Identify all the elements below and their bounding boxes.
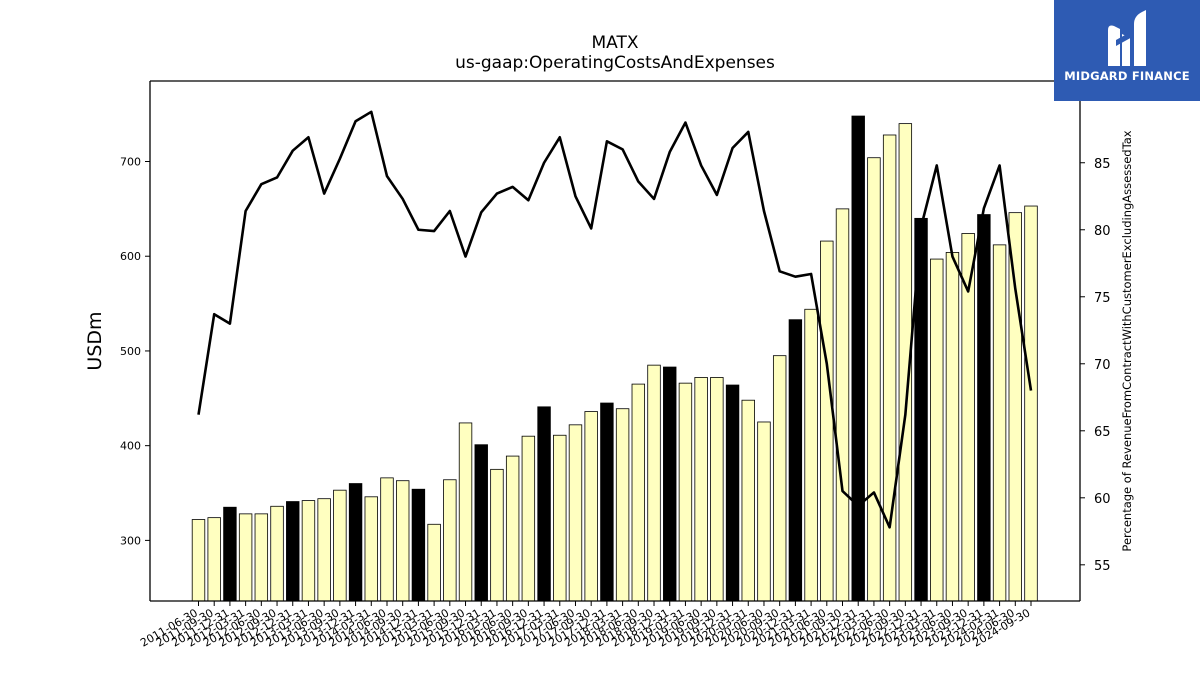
bar — [191, 519, 206, 602]
brand-logo: MIDGARD FINANCE — [1054, 0, 1200, 101]
bar — [223, 506, 237, 602]
bar — [364, 496, 378, 602]
bar — [930, 258, 944, 602]
bar — [835, 208, 850, 602]
bar — [301, 500, 316, 602]
bar — [804, 308, 818, 602]
y2-axis-label: Percentage of RevenueFromContractWithCus… — [1120, 130, 1134, 551]
bar — [757, 421, 771, 602]
bar — [647, 364, 661, 602]
bar — [537, 406, 551, 602]
bar — [820, 240, 834, 602]
bar — [631, 383, 646, 602]
bar — [490, 468, 504, 602]
bar — [521, 435, 536, 602]
bar — [725, 384, 740, 602]
bar — [568, 424, 583, 602]
bar — [553, 434, 567, 602]
bar — [395, 480, 410, 602]
bar — [710, 377, 724, 602]
bar — [458, 422, 473, 602]
bar — [238, 513, 253, 602]
y2-tick-label: 65 — [1094, 425, 1111, 440]
bar — [678, 382, 693, 602]
chart-subtitle: us-gaap:OperatingCostsAndExpenses — [455, 53, 775, 73]
y-tick-label: 500 — [120, 345, 141, 358]
bar — [882, 134, 897, 602]
y2-tick-label: 75 — [1094, 291, 1111, 306]
bar — [317, 498, 331, 602]
bar — [977, 214, 991, 602]
bar — [851, 115, 865, 602]
y2-tick-label: 60 — [1094, 492, 1111, 507]
logo-mark-icon — [1108, 10, 1146, 66]
bar — [663, 366, 677, 602]
bar — [992, 244, 1007, 602]
bar — [945, 252, 960, 602]
bar — [348, 483, 363, 602]
logo-text: MIDGARD FINANCE — [1064, 69, 1190, 83]
y-axis-label: USDm — [84, 311, 106, 370]
y2-tick-label: 55 — [1094, 559, 1111, 574]
bar — [443, 479, 457, 602]
bar — [788, 319, 803, 602]
bar — [505, 455, 520, 602]
bar — [207, 517, 221, 602]
bar — [741, 399, 755, 602]
chart-title: MATX — [591, 33, 639, 53]
y2-tick-label: 70 — [1094, 358, 1111, 373]
bar — [694, 377, 708, 602]
bar — [867, 157, 881, 602]
bar — [1008, 212, 1022, 602]
bar — [615, 408, 630, 602]
bar — [286, 501, 300, 602]
y-tick-label: 600 — [120, 250, 141, 263]
bar — [1024, 205, 1038, 602]
y-tick-label: 300 — [120, 534, 141, 547]
y-tick-label: 700 — [120, 156, 141, 169]
y2-tick-label: 85 — [1094, 157, 1111, 172]
bar — [380, 477, 394, 602]
y-tick-label: 400 — [120, 440, 141, 453]
bar — [474, 444, 488, 602]
bar — [600, 402, 614, 602]
bar — [270, 505, 284, 602]
series-line — [197, 110, 1033, 529]
bar — [254, 513, 269, 602]
y2-tick-label: 80 — [1094, 224, 1111, 239]
bar — [333, 489, 347, 602]
bar — [427, 523, 441, 602]
bar — [584, 411, 598, 602]
bar — [772, 355, 787, 602]
bar — [411, 488, 426, 602]
